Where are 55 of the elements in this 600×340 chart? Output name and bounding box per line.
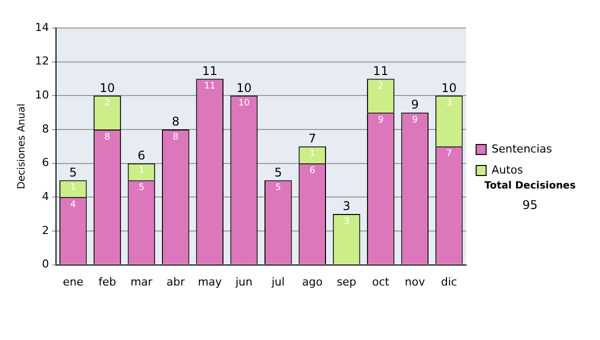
x-tick-label: abr [166, 275, 186, 288]
y-tick-label: 0 [42, 258, 49, 271]
data-label: 2 [378, 82, 384, 92]
data-label: 3 [446, 98, 452, 108]
data-label: 5 [275, 183, 282, 194]
x-tick-label: may [198, 275, 222, 288]
data-label: 8 [172, 132, 179, 142]
data-label: 6 [309, 166, 316, 176]
data-label: 9 [412, 115, 418, 126]
data-label: 1 [70, 183, 76, 194]
total-label: 10 [100, 80, 115, 95]
x-tick-label: sep [336, 275, 356, 288]
data-label: 8 [104, 132, 110, 142]
data-label: 11 [204, 82, 216, 92]
data-label: 4 [70, 200, 76, 210]
data-label: 9 [378, 115, 384, 126]
total-label: 8 [172, 114, 180, 129]
legend-label: Sentencias [492, 142, 552, 156]
y-tick-label: 12 [34, 54, 49, 68]
data-label: 10 [238, 98, 250, 108]
total-label: 11 [373, 64, 388, 78]
x-tick-label: ago [302, 275, 323, 288]
x-tick-label: jun [234, 275, 253, 288]
y-tick-label: 6 [42, 156, 49, 170]
y-tick-label: 10 [34, 88, 49, 102]
x-tick-label: feb [98, 275, 116, 288]
y-tick-label: 8 [42, 122, 49, 136]
y-axis-title: Decisiones Anual [16, 104, 28, 190]
total-label: 5 [69, 165, 77, 180]
x-tick-label: jul [270, 275, 285, 288]
data-label: 7 [446, 149, 452, 160]
x-tick-label: nov [404, 275, 426, 288]
y-tick-label: 14 [34, 20, 49, 34]
total-label: 10 [236, 80, 252, 95]
x-tick-label: mar [130, 275, 153, 288]
data-label: 2 [104, 98, 110, 108]
data-label: 1 [309, 149, 316, 160]
x-tick-label: dic [441, 275, 458, 288]
total-label: 6 [138, 148, 146, 162]
total-label: 7 [308, 132, 316, 146]
total-label: 5 [274, 165, 282, 180]
total-label: 9 [411, 98, 419, 112]
total-label: 10 [441, 80, 457, 95]
total-label: 3 [342, 199, 350, 214]
y-tick-label: 2 [42, 224, 49, 237]
data-label: 1 [138, 166, 144, 176]
legend-label: Autos [492, 163, 524, 176]
text: 95 [522, 198, 538, 212]
text: Total Decisiones [484, 180, 576, 192]
total-label: 11 [202, 64, 218, 78]
data-label: 3 [344, 216, 350, 227]
x-tick-label: ene [62, 275, 84, 288]
x-tick-label: oct [372, 275, 390, 288]
y-tick-label: 4 [42, 190, 49, 203]
data-label: 5 [138, 183, 144, 194]
